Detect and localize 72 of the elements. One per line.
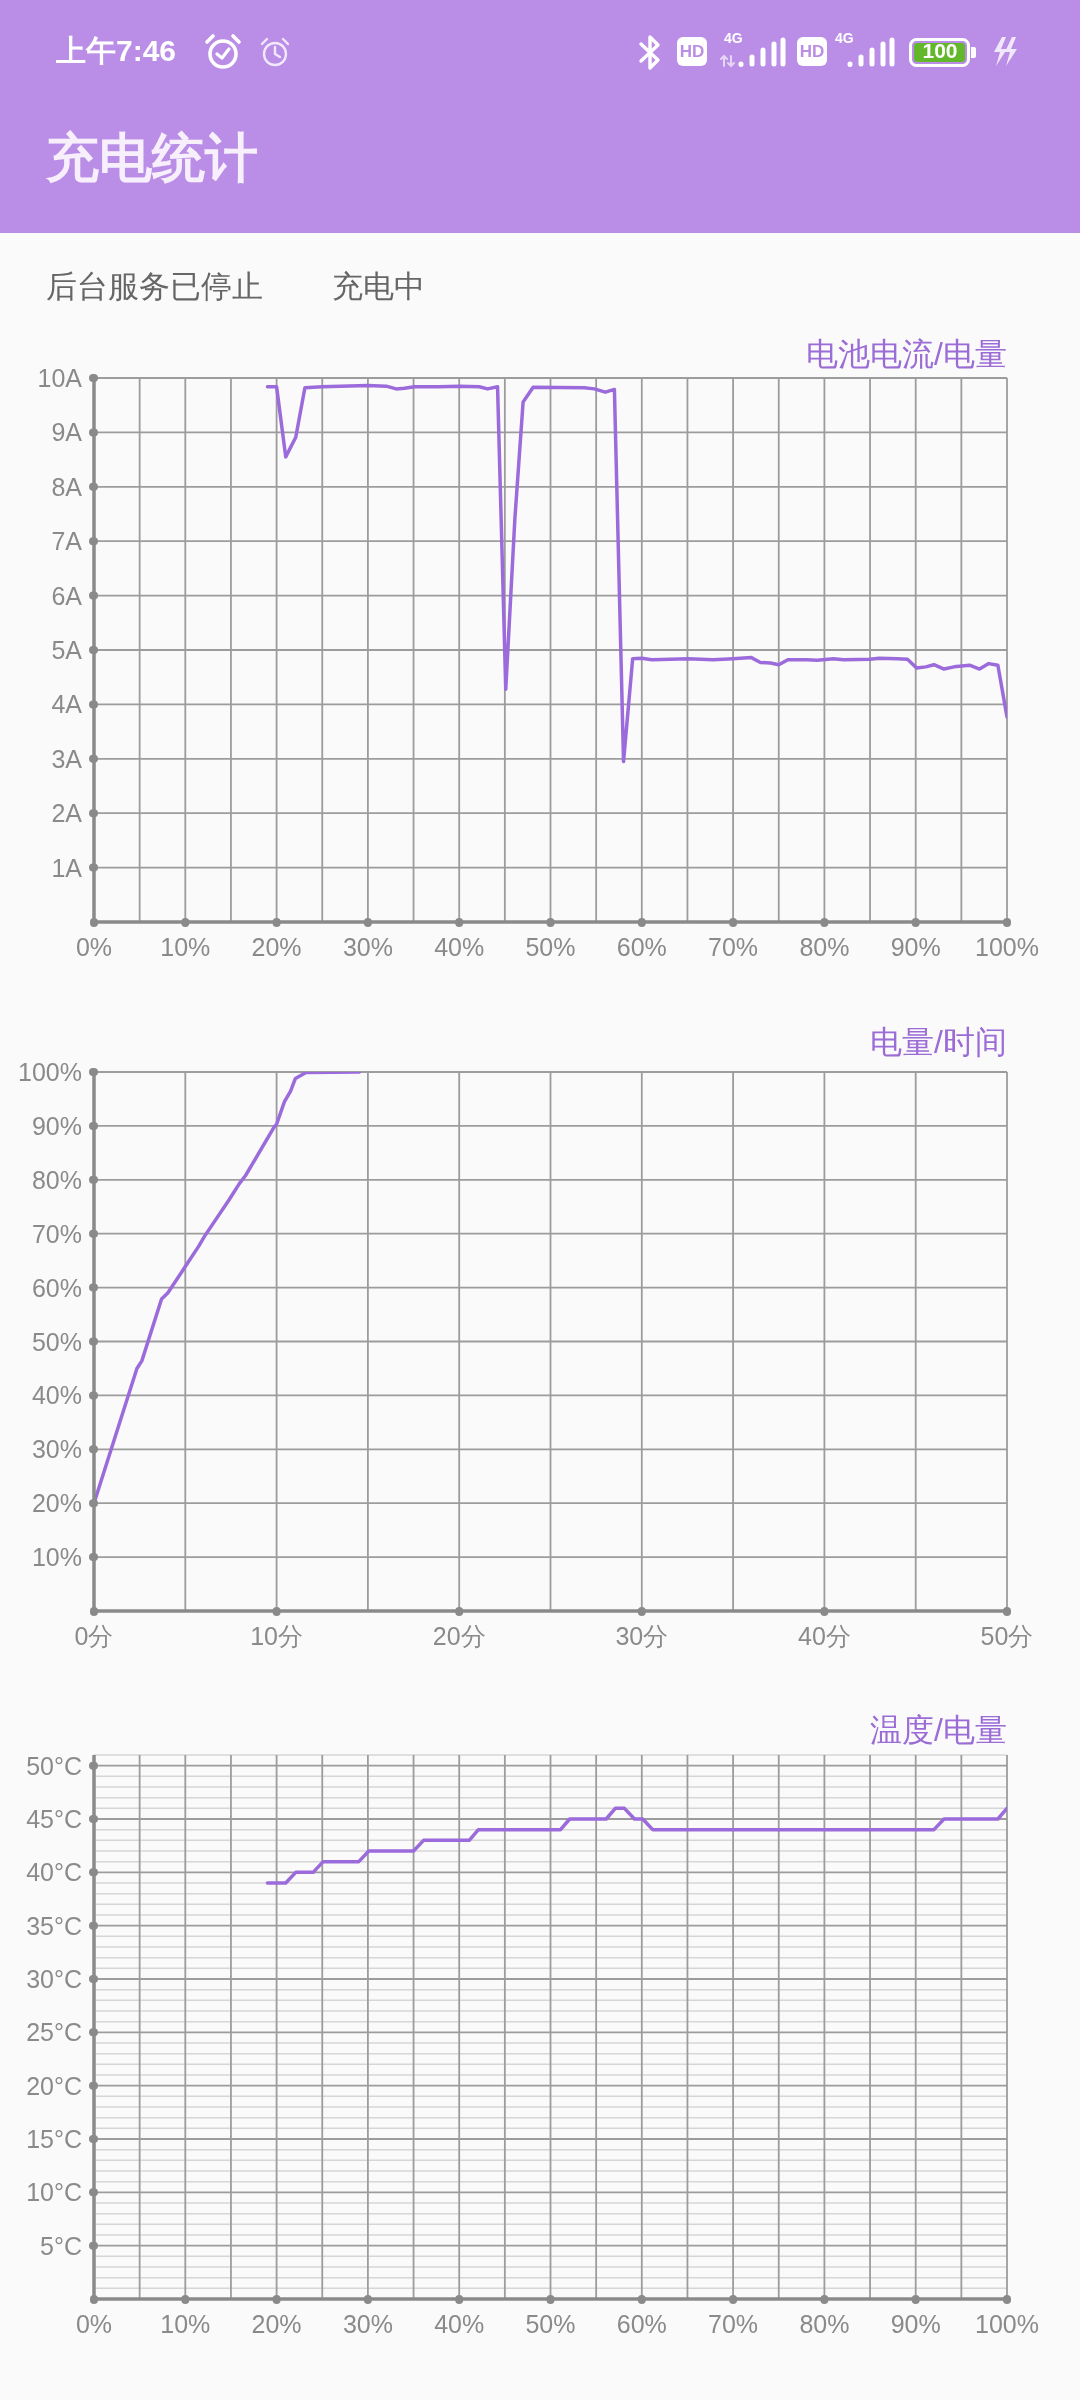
y-tick-label: 10% xyxy=(31,1543,82,1572)
y-tick-label: 70% xyxy=(31,1219,82,1248)
y-tick-label: 2A xyxy=(51,799,83,828)
text: HD xyxy=(677,37,707,66)
chart-title: 电池电流/电量 xyxy=(806,335,1007,374)
line-series xyxy=(265,383,1007,764)
x-tick-label: 100% xyxy=(975,933,1039,961)
text: 4G xyxy=(724,30,743,46)
text: 充电中 xyxy=(332,268,425,306)
y-tick-label: 50°C xyxy=(26,1751,82,1780)
x-tick-label: 70% xyxy=(708,933,759,961)
y-tick-label: 5°C xyxy=(40,2231,82,2260)
y-tick-label: 60% xyxy=(31,1273,82,1302)
text: 充电统计 xyxy=(46,127,258,189)
chart-title: 温度/电量 xyxy=(870,1711,1007,1750)
x-tick-label: 100% xyxy=(975,2310,1039,2338)
y-tick-label: 3A xyxy=(51,744,83,773)
y-tick-label: 10°C xyxy=(26,2178,82,2207)
x-tick-label: 90% xyxy=(890,2310,941,2338)
y-tick-label: 15°C xyxy=(26,2125,82,2153)
x-tick-label: 10% xyxy=(160,933,211,961)
y-tick-label: 40°C xyxy=(26,1858,82,1887)
y-tick-label: 1A xyxy=(51,853,83,882)
x-tick-label: 20分 xyxy=(432,1622,486,1650)
x-tick-label: 70% xyxy=(708,2310,759,2338)
y-tick-label: 8A xyxy=(51,472,83,501)
x-tick-label: 20% xyxy=(251,2310,302,2338)
y-tick-label: 20% xyxy=(31,1489,82,1518)
text: 100 xyxy=(921,38,959,63)
y-tick-label: 30°C xyxy=(26,1965,82,1993)
x-tick-label: 80% xyxy=(799,933,850,961)
x-tick-label: 50分 xyxy=(980,1622,1034,1650)
y-tick-label: 25°C xyxy=(26,2018,82,2047)
x-tick-label: 60% xyxy=(616,2310,667,2338)
x-tick-label: 30% xyxy=(342,933,393,961)
x-tick-label: 0分 xyxy=(74,1622,114,1650)
x-tick-label: 10% xyxy=(160,2310,211,2338)
y-tick-label: 90% xyxy=(31,1111,82,1140)
x-tick-label: 80% xyxy=(799,2310,850,2338)
x-tick-label: 0% xyxy=(75,933,113,961)
x-tick-label: 50% xyxy=(525,933,576,961)
y-tick-label: 20°C xyxy=(26,2071,82,2100)
y-tick-label: 7A xyxy=(51,527,83,556)
text: HD xyxy=(797,37,827,66)
line-series xyxy=(265,1806,1007,1885)
x-tick-label: 60% xyxy=(616,933,667,961)
x-tick-label: 40% xyxy=(434,2310,485,2338)
text: 4G xyxy=(835,30,854,46)
y-tick-label: 4A xyxy=(51,690,83,719)
y-tick-label: 50% xyxy=(31,1327,82,1356)
y-tick-label: 40% xyxy=(31,1381,82,1410)
y-tick-label: 30% xyxy=(31,1435,82,1464)
x-tick-label: 50% xyxy=(525,2310,576,2338)
y-tick-label: 45°C xyxy=(26,1805,82,1833)
y-tick-label: 10A xyxy=(37,364,83,392)
y-tick-label: 6A xyxy=(51,581,83,610)
x-tick-label: 10分 xyxy=(250,1622,304,1650)
x-tick-label: 20% xyxy=(251,933,302,961)
x-tick-label: 0% xyxy=(75,2310,113,2338)
x-tick-label: 30% xyxy=(342,2310,393,2338)
x-tick-label: 40分 xyxy=(797,1622,851,1650)
y-tick-label: 9A xyxy=(51,418,83,447)
text: 后台服务已停止 xyxy=(46,268,263,306)
text: 上午7:46 xyxy=(56,33,177,69)
chart-title: 电量/时间 xyxy=(870,1023,1007,1062)
y-tick-label: 80% xyxy=(31,1165,82,1194)
y-tick-label: 100% xyxy=(18,1058,82,1086)
x-tick-label: 30分 xyxy=(615,1622,669,1650)
x-tick-label: 40% xyxy=(434,933,485,961)
y-tick-label: 5A xyxy=(51,636,83,664)
y-tick-label: 35°C xyxy=(26,1911,82,1940)
x-tick-label: 90% xyxy=(890,933,941,961)
